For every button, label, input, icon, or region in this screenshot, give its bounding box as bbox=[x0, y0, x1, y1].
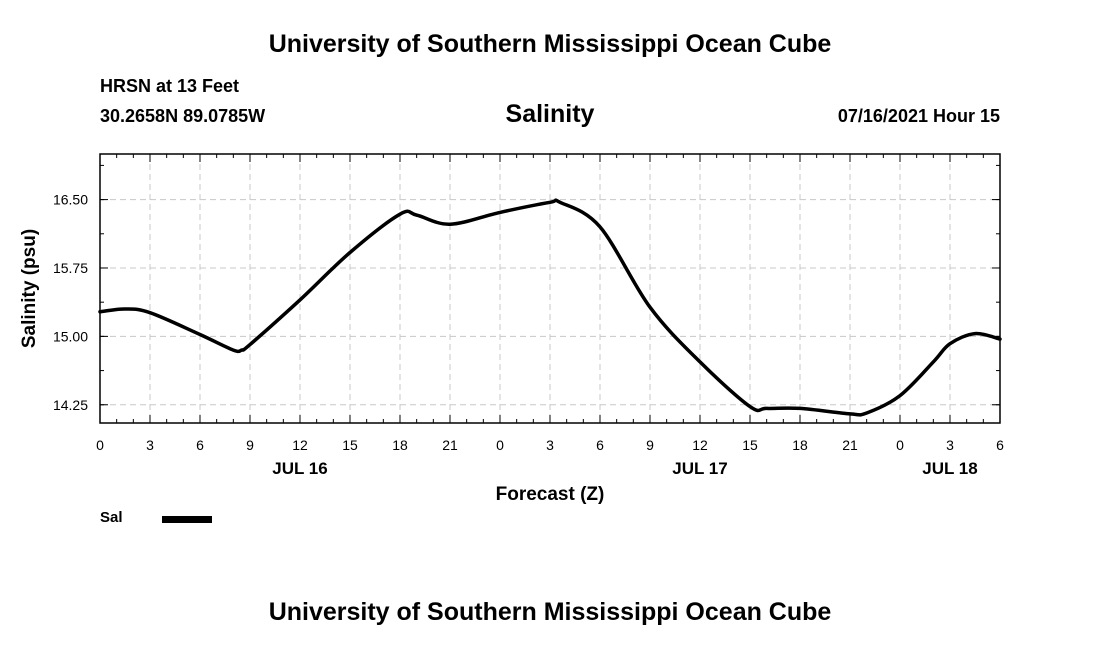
x-tick-label: 3 bbox=[146, 437, 154, 453]
series-line-sal bbox=[98, 198, 1002, 417]
x-tick-label: 15 bbox=[742, 437, 758, 453]
forecast-datetime: 07/16/2021 Hour 15 bbox=[837, 106, 1000, 126]
y-tick-label: 16.50 bbox=[53, 192, 88, 208]
x-tick-label: 3 bbox=[946, 437, 954, 453]
y-tick-label: 15.75 bbox=[53, 260, 88, 276]
x-tick-label: 9 bbox=[646, 437, 654, 453]
station-label: HRSN at 13 Feet bbox=[100, 76, 240, 96]
y-tick-label: 14.25 bbox=[53, 397, 88, 413]
x-tick-label: 6 bbox=[196, 437, 204, 453]
x-tick-label: 6 bbox=[996, 437, 1004, 453]
page-title: University of Southern Mississippi Ocean… bbox=[268, 30, 832, 58]
legend-swatch bbox=[162, 516, 212, 523]
footer-title: University of Southern Mississippi Ocean… bbox=[268, 598, 832, 626]
x-axis-title: Forecast (Z) bbox=[496, 484, 605, 505]
x-tick-label: 3 bbox=[546, 437, 554, 453]
chart-title: Salinity bbox=[505, 100, 595, 128]
x-tick-label: 21 bbox=[842, 437, 858, 453]
y-tick-label: 15.00 bbox=[53, 328, 88, 344]
date-label: JUL 16 bbox=[272, 459, 327, 478]
x-tick-label: 6 bbox=[596, 437, 604, 453]
x-tick-label: 12 bbox=[692, 437, 708, 453]
x-tick-label: 21 bbox=[442, 437, 458, 453]
x-tick-label: 9 bbox=[246, 437, 254, 453]
x-tick-label: 15 bbox=[342, 437, 358, 453]
x-tick-label: 12 bbox=[292, 437, 308, 453]
x-tick-label: 0 bbox=[896, 437, 904, 453]
x-tick-label: 18 bbox=[392, 437, 408, 453]
x-tick-label: 18 bbox=[792, 437, 808, 453]
date-label: JUL 17 bbox=[672, 459, 727, 478]
station-coordinates: 30.2658N 89.0785W bbox=[100, 106, 266, 126]
date-label: JUL 18 bbox=[922, 459, 977, 478]
x-tick-label: 0 bbox=[96, 437, 104, 453]
y-axis-title: Salinity (psu) bbox=[19, 229, 40, 348]
legend-label: Sal bbox=[100, 509, 123, 526]
x-tick-label: 0 bbox=[496, 437, 504, 453]
